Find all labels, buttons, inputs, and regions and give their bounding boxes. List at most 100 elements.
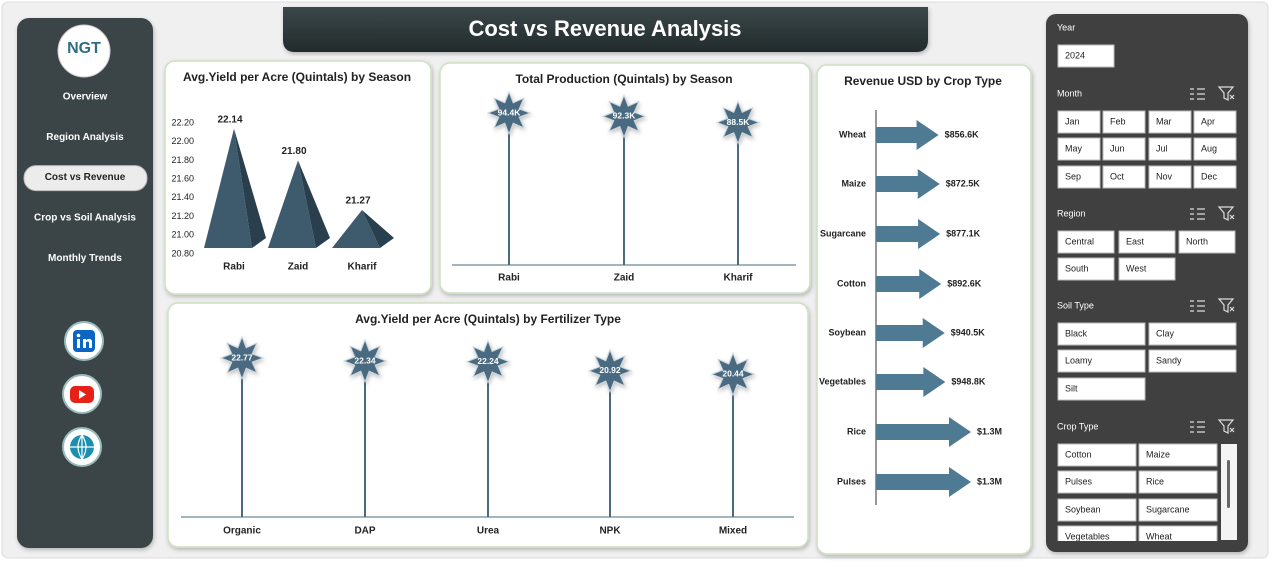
slicer-item[interactable]: Cotton xyxy=(1065,449,1092,459)
data-label: $948.8K xyxy=(951,376,986,386)
slicer-item[interactable]: Sugarcane xyxy=(1146,504,1190,514)
slicer-button[interactable] xyxy=(1057,525,1137,548)
social-icons xyxy=(62,321,104,467)
slicer-button[interactable] xyxy=(1057,230,1115,254)
slicer-item[interactable]: Maize xyxy=(1146,449,1170,459)
page-title: Cost vs Revenue Analysis xyxy=(468,16,741,41)
slicer-button[interactable] xyxy=(1178,230,1236,254)
slicer-button[interactable] xyxy=(1057,498,1137,522)
slicer-button[interactable] xyxy=(1057,257,1115,281)
slicer-item[interactable]: Mar xyxy=(1156,116,1172,126)
data-label: 92.3K xyxy=(613,111,637,121)
data-label: $877.1K xyxy=(946,228,981,238)
slicer-item[interactable]: Sep xyxy=(1065,171,1081,181)
slicer-item[interactable]: Feb xyxy=(1110,116,1126,126)
slicer-item[interactable]: 2024 xyxy=(1065,50,1085,60)
slicer-title: Month xyxy=(1057,88,1082,98)
slicer-item[interactable]: East xyxy=(1126,236,1145,246)
slicer-item[interactable]: Jun xyxy=(1110,143,1125,153)
data-label: $872.5K xyxy=(946,178,981,188)
data-label: 22.14 xyxy=(217,114,242,125)
slicer-item[interactable]: Jul xyxy=(1156,143,1168,153)
nav-item[interactable]: Overview xyxy=(63,92,108,103)
clear-filter-icon[interactable] xyxy=(1217,206,1235,221)
data-label: $892.6K xyxy=(947,278,982,288)
slicer-item[interactable]: Sandy xyxy=(1156,355,1182,365)
slicer-button[interactable] xyxy=(1057,137,1101,161)
data-label: 20.44 xyxy=(722,369,744,379)
data-label: $1.3M xyxy=(977,426,1002,436)
slicer-item[interactable]: Wheat xyxy=(1146,531,1173,541)
slicer-item[interactable]: Apr xyxy=(1201,116,1215,126)
data-label: 88.5K xyxy=(727,117,751,127)
slicer-item[interactable]: Vegetables xyxy=(1065,531,1110,541)
data-label: 20.92 xyxy=(599,365,621,375)
slicer-button[interactable] xyxy=(1138,470,1218,494)
y-tick-label: 22.00 xyxy=(171,136,194,146)
slicer-button[interactable] xyxy=(1057,44,1115,68)
slicer-item[interactable]: Silt xyxy=(1065,383,1078,393)
slicer-item[interactable]: Rice xyxy=(1146,476,1164,486)
slicer-item[interactable]: Aug xyxy=(1201,143,1217,153)
nav-item[interactable]: Region Analysis xyxy=(46,132,124,143)
slicer-button[interactable] xyxy=(1102,137,1146,161)
x-tick-label: Kharif xyxy=(348,262,378,273)
x-tick-label: Rabi xyxy=(223,262,245,273)
slicer-button[interactable] xyxy=(1193,110,1237,134)
slicer-button[interactable] xyxy=(1138,498,1218,522)
slicer-item[interactable]: Central xyxy=(1065,236,1094,246)
select-icon[interactable] xyxy=(1190,300,1205,312)
slicer-button[interactable] xyxy=(1057,349,1146,373)
slicer-button[interactable] xyxy=(1138,443,1218,467)
select-icon[interactable] xyxy=(1190,88,1205,100)
slicer-item[interactable]: Dec xyxy=(1201,171,1218,181)
slicer-button[interactable] xyxy=(1102,110,1146,134)
clear-filter-icon[interactable] xyxy=(1217,419,1235,434)
clear-filter-icon[interactable] xyxy=(1217,86,1235,101)
slicer-button[interactable] xyxy=(1102,165,1146,189)
slicer-button[interactable] xyxy=(1148,137,1192,161)
slicer-button[interactable] xyxy=(1057,377,1146,401)
slicer-button[interactable] xyxy=(1138,525,1218,548)
slicer-button[interactable] xyxy=(1118,230,1176,254)
select-icon[interactable] xyxy=(1190,208,1205,220)
slicer-button[interactable] xyxy=(1057,470,1137,494)
slicer-button[interactable] xyxy=(1057,110,1101,134)
slicer-item[interactable]: Pulses xyxy=(1065,476,1093,486)
lollipop-star xyxy=(601,94,647,139)
x-tick-label: DAP xyxy=(354,526,375,537)
slicer-item[interactable]: West xyxy=(1126,263,1147,273)
slicer-item[interactable]: Loamy xyxy=(1065,355,1093,365)
x-tick-label: Organic xyxy=(223,526,261,537)
slicer-button[interactable] xyxy=(1057,443,1137,467)
slicer-item[interactable]: North xyxy=(1186,236,1208,246)
slicer-button[interactable] xyxy=(1148,165,1192,189)
slicer-button[interactable] xyxy=(1057,165,1101,189)
slicer-button[interactable] xyxy=(1057,322,1146,346)
nav-active xyxy=(23,165,148,192)
select-icon[interactable] xyxy=(1190,421,1205,433)
slicer-button[interactable] xyxy=(1148,110,1192,134)
slicer-button[interactable] xyxy=(1193,165,1237,189)
clear-filter-icon[interactable] xyxy=(1217,298,1235,313)
slicer-button[interactable] xyxy=(1118,257,1176,281)
x-tick-label: NPK xyxy=(599,526,621,537)
slicer-item[interactable]: South xyxy=(1065,263,1089,273)
slicer-button[interactable] xyxy=(1193,137,1237,161)
nav-item[interactable]: Monthly Trends xyxy=(48,253,122,264)
slicer-button[interactable] xyxy=(1148,322,1237,346)
slicer-button[interactable] xyxy=(1148,349,1237,373)
data-label: 22.24 xyxy=(477,356,499,366)
slicer-item[interactable]: Nov xyxy=(1156,171,1173,181)
slicer-item[interactable]: Clay xyxy=(1156,328,1175,338)
slicer-item[interactable]: Soybean xyxy=(1065,504,1101,514)
slicer-item[interactable]: Black xyxy=(1065,328,1088,338)
x-tick-label: Urea xyxy=(477,526,500,537)
nav-item[interactable]: Cost vs Revenue xyxy=(45,172,126,183)
slicer-item[interactable]: Oct xyxy=(1110,171,1125,181)
scrollbar-thumb[interactable] xyxy=(1227,460,1230,508)
slicer-item[interactable]: May xyxy=(1065,143,1083,153)
nav-item[interactable]: Crop vs Soil Analysis xyxy=(34,213,136,224)
slicer-item[interactable]: Jan xyxy=(1065,116,1080,126)
y-tick-label: 21.00 xyxy=(171,230,194,240)
